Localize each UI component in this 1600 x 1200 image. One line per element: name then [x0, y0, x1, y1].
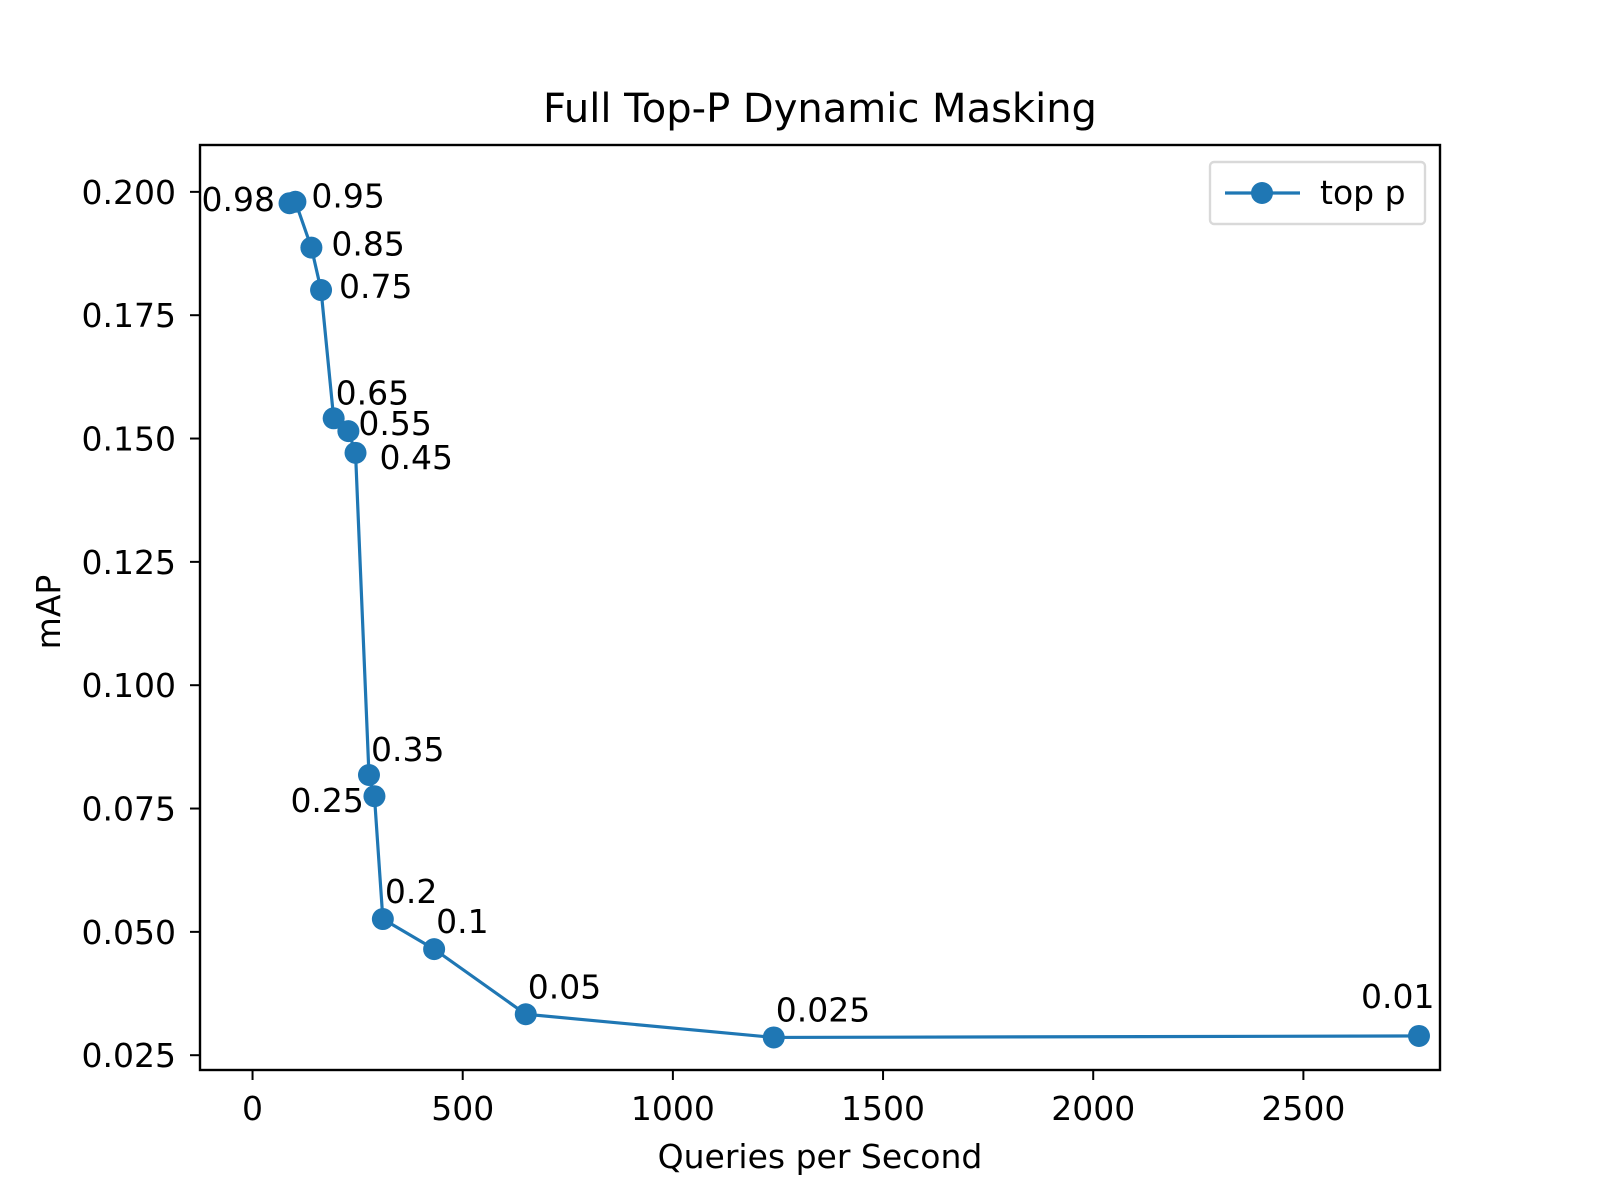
y-tick-label: 0.025 — [82, 1036, 176, 1075]
data-point — [337, 420, 360, 443]
data-point — [762, 1026, 785, 1049]
data-label: 0.025 — [776, 990, 870, 1029]
y-tick-label: 0.100 — [82, 666, 176, 705]
data-point — [363, 785, 386, 808]
plot-area — [198, 143, 1442, 1072]
x-tick-label: 2000 — [1051, 1089, 1135, 1128]
data-point — [344, 441, 367, 464]
series-layer: 0.98 0.950.850.750.650.550.450.350.250.20… — [202, 177, 1434, 1049]
data-label: 0.1 — [436, 902, 488, 941]
y-tick-label: 0.200 — [82, 173, 176, 212]
data-label: 0.55 — [358, 404, 431, 443]
data-label: 0.95 — [311, 177, 384, 216]
data-label: 0.25 — [290, 781, 363, 820]
legend: top p — [1208, 160, 1427, 226]
x-tick-label: 2500 — [1261, 1089, 1345, 1128]
data-label: 0.98 — [202, 180, 275, 219]
y-tick-label: 0.175 — [82, 296, 176, 335]
data-label: 0.35 — [371, 730, 444, 769]
y-tick-label: 0.150 — [82, 420, 176, 459]
data-label: 0.85 — [331, 225, 404, 264]
data-label: 0.2 — [385, 872, 437, 911]
data-point — [1407, 1024, 1430, 1047]
data-label: 0.05 — [528, 967, 601, 1006]
y-axis-label: mAP — [29, 575, 68, 650]
legend-box — [1208, 160, 1427, 226]
data-point — [357, 763, 380, 786]
x-tick-label: 500 — [431, 1089, 494, 1128]
data-label: 0.75 — [339, 267, 412, 306]
data-label: 0.01 — [1361, 977, 1434, 1016]
data-label: 0.65 — [336, 373, 409, 412]
x-tick-label: 1000 — [631, 1089, 715, 1128]
data-label: 0.45 — [380, 438, 453, 477]
plot-frame — [198, 143, 1442, 1072]
y-tick-label: 0.075 — [82, 790, 176, 829]
x-tick-label: 0 — [242, 1089, 263, 1128]
data-point — [514, 1003, 537, 1026]
y-tick-label: 0.050 — [82, 913, 176, 952]
data-point — [300, 236, 323, 259]
data-point — [423, 938, 446, 961]
y-tick-label: 0.125 — [82, 543, 176, 582]
data-point — [310, 279, 333, 302]
chart-title: Full Top-P Dynamic Masking — [543, 86, 1097, 132]
legend-marker — [1251, 182, 1273, 204]
data-point — [322, 407, 345, 430]
y-axis: 0.025 0.050 0.075 0.100 0.125 0.150 0.175 0.200 — [82, 173, 200, 1075]
data-point — [371, 908, 394, 931]
legend-label: top p — [1320, 173, 1406, 212]
x-axis: 0 500 1000 1500 2000 2500 — [242, 1070, 1345, 1128]
x-tick-label: 1500 — [841, 1089, 925, 1128]
x-axis-label: Queries per Second — [658, 1137, 983, 1176]
data-point — [284, 190, 307, 213]
